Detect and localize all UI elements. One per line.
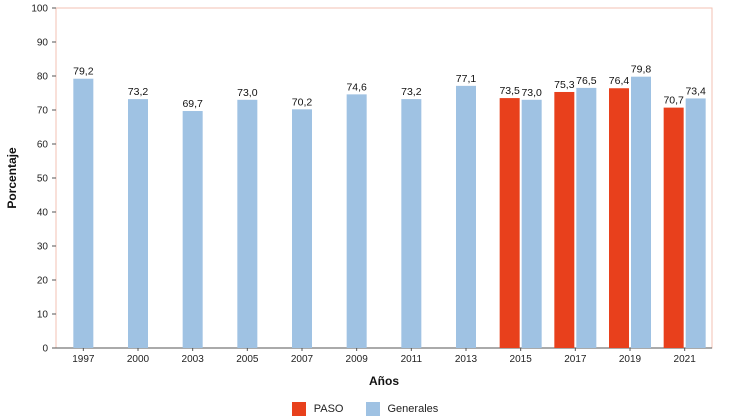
bar-generales (237, 99, 258, 348)
x-tick-label: 2007 (291, 354, 314, 365)
data-label: 69,7 (182, 98, 203, 110)
x-tick-label: 2019 (619, 354, 642, 365)
bar-generales (631, 76, 651, 349)
data-label: 70,2 (292, 96, 313, 108)
y-tick-label: 20 (37, 276, 49, 287)
data-label: 79,8 (631, 64, 652, 76)
data-label: 79,2 (73, 66, 94, 78)
chart: 0 10 20 30 40 50 60 70 80 90 100 1997 2000 2003 2005 2… (5, 4, 713, 388)
data-label: 73,0 (237, 87, 258, 99)
x-tick-label: 2000 (127, 354, 150, 365)
legend-label-paso: PASO (313, 403, 344, 415)
bar-generales (576, 87, 597, 349)
bar-generales (73, 78, 94, 348)
bar-paso (554, 91, 575, 348)
y-tick-label: 100 (31, 4, 48, 15)
y-tick-label: 90 (37, 38, 49, 49)
legend: PASO Generales (0, 398, 730, 420)
y-tick-label: 30 (37, 242, 49, 253)
x-tick-label: 2005 (236, 354, 259, 365)
bars (73, 76, 706, 349)
x-tick-label: 2021 (674, 354, 697, 365)
data-label: 73,2 (401, 86, 422, 98)
x-tick-label: 2013 (455, 354, 478, 365)
bar-paso (499, 98, 520, 348)
bar-generales (456, 85, 476, 349)
x-tick-label: 2003 (182, 354, 205, 365)
data-label: 73,4 (685, 85, 706, 97)
x-axis-title: Años (369, 374, 399, 388)
data-label: 76,4 (609, 75, 630, 87)
legend-swatch-paso (291, 402, 306, 416)
data-label: 73,0 (521, 87, 542, 99)
x-axis-ticks: 1997 2000 2003 2005 2007 2009 2011 2013 2015 2017… (72, 348, 696, 365)
data-label: 75,3 (554, 79, 575, 91)
y-tick-label: 50 (37, 174, 49, 185)
bar-generales (346, 94, 367, 348)
x-tick-label: 2009 (346, 354, 369, 365)
bar-paso (609, 88, 629, 349)
y-tick-label: 0 (42, 344, 48, 355)
bar-generales (521, 99, 542, 348)
bar-generales (401, 99, 422, 349)
y-tick-label: 10 (37, 310, 49, 321)
legend-label-generales: Generales (387, 403, 439, 415)
bar-generales (128, 99, 148, 349)
x-tick-label: 1997 (72, 354, 95, 365)
data-labels: 79,273,269,773,070,274,6 73,277,173,5 73,0… (73, 64, 706, 110)
legend-item-paso: PASO (291, 402, 344, 416)
data-label: 70,7 (663, 95, 684, 107)
x-tick-label: 2011 (401, 354, 423, 365)
bar-generales (182, 111, 203, 349)
bar-generales (292, 109, 312, 348)
y-tick-label: 60 (37, 140, 49, 151)
y-tick-label: 80 (37, 72, 49, 83)
y-tick-label: 70 (37, 106, 49, 117)
data-label: 74,6 (346, 81, 367, 93)
bar-paso (663, 107, 684, 349)
legend-item-generales: Generales (365, 402, 439, 416)
y-axis-ticks: 0 10 20 30 40 50 60 70 80 90 100 (31, 4, 56, 355)
data-label: 77,1 (456, 73, 477, 85)
x-tick-label: 2017 (564, 354, 587, 365)
bar-generales (685, 98, 706, 348)
data-label: 73,5 (499, 85, 520, 97)
y-axis-title: Porcentaje (5, 147, 19, 209)
y-tick-label: 40 (37, 208, 49, 219)
x-tick-label: 2015 (510, 354, 533, 365)
legend-swatch-generales (365, 402, 380, 416)
data-label: 73,2 (128, 86, 149, 98)
data-label: 76,5 (576, 75, 597, 87)
